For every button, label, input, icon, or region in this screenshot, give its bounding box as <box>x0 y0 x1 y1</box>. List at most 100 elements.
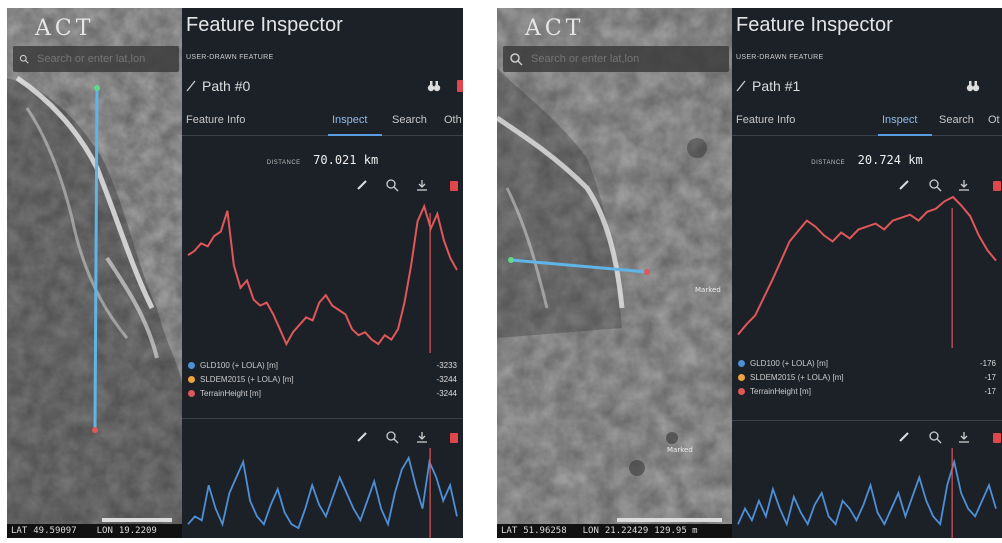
legend-dot <box>188 389 195 397</box>
scale-bar <box>617 518 722 522</box>
search-input[interactable] <box>37 53 179 65</box>
tab-feature-info[interactable]: Feature Info <box>186 114 246 126</box>
tab-search[interactable]: Search <box>392 114 427 126</box>
slope-profile-chart[interactable] <box>182 448 463 538</box>
legend-value: -176 <box>979 358 996 368</box>
screenshot-panel-left: ACT LAT 49.59097 LON 19.2209 Feature Ins… <box>7 8 463 538</box>
path-icon <box>736 80 746 92</box>
distance-readout: DISTANCE 20.724 km <box>732 151 1002 169</box>
elevation-profile-chart[interactable] <box>182 193 463 353</box>
legend-item-sldem2015: SLDEM2015 (+ LOLA) [m] -17 <box>738 370 1002 384</box>
elevation-profile-chart[interactable] <box>732 188 1002 348</box>
pencil-icon[interactable] <box>897 430 911 444</box>
map-view[interactable]: ACT LAT 49.59097 LON 19.2209 <box>7 8 182 538</box>
tab-inspect[interactable]: Inspect <box>882 114 918 126</box>
profile-toolbar <box>732 178 1002 194</box>
trash-icon[interactable] <box>447 178 461 192</box>
tab-feature-info[interactable]: Feature Info <box>736 114 796 126</box>
slope-profile-chart[interactable] <box>732 448 1002 538</box>
slope-series-line <box>737 458 997 527</box>
legend-item-terrainheight: TerrainHeight [m] -17 <box>738 384 1002 398</box>
legend-item-gld100: GLD100 (+ LOLA) [m] -176 <box>738 356 1002 370</box>
lon-label: LON <box>582 526 599 536</box>
zoom-icon[interactable] <box>385 178 399 192</box>
slope-toolbar <box>732 430 1002 446</box>
download-icon[interactable] <box>957 178 971 192</box>
active-tab-indicator <box>328 134 382 136</box>
distance-label: DISTANCE <box>811 160 846 166</box>
pencil-icon[interactable] <box>355 430 369 444</box>
download-icon[interactable] <box>415 430 429 444</box>
legend-item-sldem2015: SLDEM2015 (+ LOLA) [m] -3244 <box>188 372 463 386</box>
binoculars-icon[interactable] <box>966 80 980 92</box>
search-box[interactable] <box>13 46 179 72</box>
map-marker-label: Marked <box>695 286 721 294</box>
feature-inspector: Feature Inspector USER-DRAWN FEATURE Pat… <box>182 8 463 538</box>
inspector-tabs: Feature Info Inspect Search Ot <box>732 108 1002 136</box>
pencil-icon[interactable] <box>355 178 369 192</box>
feature-inspector: Feature Inspector USER-DRAWN FEATURE Pat… <box>732 8 1002 538</box>
pencil-icon[interactable] <box>897 178 911 192</box>
legend-dot <box>188 361 195 369</box>
legend-item-gld100: GLD100 (+ LOLA) [m] -3233 <box>188 358 463 372</box>
map-view[interactable]: ACT Marked Marked LAT 51.96258 LON 21.22… <box>497 8 732 538</box>
legend-dot <box>738 359 745 367</box>
binoculars-icon[interactable] <box>427 80 441 92</box>
trash-icon[interactable] <box>990 178 1002 192</box>
path-header: Path #1 <box>736 76 1002 96</box>
search-icon <box>510 53 523 66</box>
lat-label: LAT <box>11 526 28 536</box>
section-divider <box>732 420 1002 421</box>
inspector-title: Feature Inspector <box>736 14 893 36</box>
distance-readout: DISTANCE 70.021 km <box>182 151 463 169</box>
lon-value: 21.22429 <box>604 526 649 536</box>
legend-value: -17 <box>984 372 996 382</box>
path-header: Path #0 <box>186 76 463 96</box>
app-logo: ACT <box>35 16 95 41</box>
tab-inspect[interactable]: Inspect <box>332 114 368 126</box>
download-icon[interactable] <box>415 178 429 192</box>
tab-other[interactable]: Ot <box>988 114 1000 126</box>
terrain-texture <box>497 8 732 538</box>
zoom-icon[interactable] <box>385 430 399 444</box>
section-divider <box>182 418 463 419</box>
lat-value: 51.96258 <box>523 526 567 536</box>
terrain-texture <box>7 8 182 538</box>
lon-label: LON <box>96 526 113 536</box>
lat-value: 49.59097 <box>33 526 77 536</box>
path-line <box>93 87 99 431</box>
legend-value: -17 <box>984 386 996 396</box>
distance-label: DISTANCE <box>266 160 301 166</box>
download-icon[interactable] <box>957 430 971 444</box>
inspector-title: Feature Inspector <box>186 14 343 36</box>
slope-toolbar <box>182 430 463 446</box>
feature-type-label: USER-DRAWN FEATURE <box>186 54 274 61</box>
delete-feature-icon[interactable] <box>457 80 463 92</box>
search-icon <box>19 54 29 64</box>
coordinate-statusbar: LAT 49.59097 LON 19.2209 <box>7 524 182 538</box>
zoom-icon[interactable] <box>928 178 942 192</box>
slope-series-line <box>187 455 458 530</box>
legend-dot <box>738 387 745 395</box>
inspector-tabs: Feature Info Inspect Search Oth <box>182 108 463 136</box>
trash-icon[interactable] <box>447 430 461 444</box>
legend-dot <box>188 375 195 383</box>
legend-label: GLD100 (+ LOLA) [m] <box>200 360 279 370</box>
legend-item-terrainheight: TerrainHeight [m] -3244 <box>188 386 463 400</box>
lat-label: LAT <box>501 526 518 536</box>
profile-legend: GLD100 (+ LOLA) [m] -176 SLDEM2015 (+ LOL… <box>738 356 1002 398</box>
trash-icon[interactable] <box>990 430 1002 444</box>
legend-label: GLD100 (+ LOLA) [m] <box>750 358 829 368</box>
legend-label: SLDEM2015 (+ LOLA) [m] <box>200 374 294 384</box>
distance-value: 20.724 km <box>857 153 923 167</box>
zoom-icon[interactable] <box>928 430 942 444</box>
legend-value: -3244 <box>436 374 457 384</box>
search-box[interactable] <box>503 46 729 72</box>
legend-value: -3244 <box>436 388 457 398</box>
tab-search[interactable]: Search <box>939 114 974 126</box>
path-name: Path #0 <box>202 78 251 94</box>
profile-toolbar <box>182 178 463 194</box>
tab-other[interactable]: Oth <box>444 114 462 126</box>
legend-label: TerrainHeight [m] <box>200 388 261 398</box>
search-input[interactable] <box>531 53 681 65</box>
